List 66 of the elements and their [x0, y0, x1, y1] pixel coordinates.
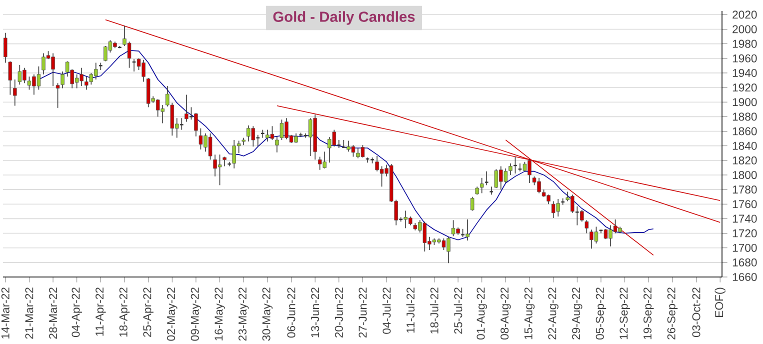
- x-tick-label: 22-Aug-22: [548, 288, 558, 340]
- candlestick: [470, 196, 474, 212]
- y-tick-label: 1960: [732, 54, 757, 62]
- x-tick-label: 09-May-22: [190, 288, 202, 341]
- x-tick-label: 18-Jul-22: [430, 288, 438, 334]
- y-tick-label: 1700: [732, 244, 757, 252]
- x-tick-label: 04-Apr-22: [72, 288, 82, 338]
- candlestick: [584, 220, 589, 234]
- x-tick-label: 11-Apr-22: [96, 288, 106, 336]
- x-tick-label: 26-Sep-22: [667, 288, 678, 340]
- x-tick-label: 28-Mar-22: [49, 288, 58, 339]
- x-tick-label: 01-Aug-22: [476, 288, 487, 340]
- y-tick-label: 1900: [732, 98, 757, 106]
- x-tick-label: 25-Apr-22: [143, 288, 154, 337]
- y-tick-label: 2020: [732, 10, 757, 19]
- x-tick-label: 20-Jun-22: [334, 288, 343, 338]
- y-tick-label: 1740: [732, 214, 757, 223]
- candlestick: [179, 118, 184, 130]
- y-tick-label: 1660: [732, 273, 757, 282]
- candlestick: [13, 79, 17, 106]
- candlestick: [275, 136, 279, 153]
- candlestick: [4, 32, 8, 64]
- y-tick-label: 1880: [732, 112, 757, 121]
- y-tick-label: 1840: [732, 142, 757, 150]
- x-tick-label: 05-Sep-22: [596, 288, 606, 340]
- x-tick-label: 18-Apr-22: [119, 288, 130, 337]
- x-tick-label: 02-May-22: [167, 288, 178, 341]
- candlestick: [489, 186, 494, 196]
- y-tick-label: 1800: [732, 170, 757, 179]
- y-tick-label: 1720: [732, 229, 757, 238]
- y-tick-label: 1780: [732, 186, 757, 194]
- candlestick: [188, 106, 194, 120]
- x-tick-label: 12-Sep-22: [620, 288, 630, 340]
- y-tick-label: 2000: [732, 25, 757, 34]
- candlestick: [480, 177, 484, 194]
- x-tick-label: 19-Sep-22: [644, 288, 654, 340]
- x-tick-label: 30-May-22: [262, 288, 273, 341]
- x-tick-label: 06-Jun-22: [287, 288, 296, 338]
- y-tick-label: 1680: [732, 258, 757, 266]
- x-tick-label: EOF(): [714, 288, 726, 317]
- x-tick-label: 15-Aug-22: [524, 288, 535, 340]
- x-tick-label: 23-May-22: [238, 288, 249, 341]
- x-tick-label: 13-Jun-22: [311, 288, 320, 338]
- y-tick-label: 1860: [732, 127, 757, 136]
- chart-title: Gold - Daily Candles: [273, 11, 415, 25]
- x-tick-label: 21-Mar-22: [25, 288, 34, 339]
- x-tick-label: 03-Oct-22: [692, 288, 700, 337]
- candlestick: [56, 82, 60, 108]
- candlestick: [484, 170, 489, 186]
- y-tick-label: 1980: [732, 40, 757, 48]
- candlestick: [256, 134, 260, 147]
- y-tick-label: 1760: [732, 200, 757, 208]
- x-tick-label: 27-Jun-22: [358, 288, 367, 338]
- x-tick-label: 29-Aug-22: [572, 288, 582, 340]
- x-tick-label: 04-Jul-22: [382, 288, 391, 334]
- x-tick-label: 16-May-22: [214, 288, 225, 340]
- x-tick-label: 14-Mar-22: [1, 288, 10, 338]
- x-tick-label: 25-Jul-22: [454, 288, 462, 334]
- x-tick-label: 08-Aug-22: [500, 288, 511, 340]
- candlestick: [508, 162, 512, 176]
- x-tick-label: 11-Jul-22: [406, 288, 415, 333]
- candlestick: [60, 71, 64, 89]
- candlestick: [8, 60, 12, 96]
- y-tick-label: 1920: [732, 84, 757, 92]
- y-tick-label: 1820: [732, 156, 757, 164]
- y-tick-label: 1940: [732, 68, 757, 77]
